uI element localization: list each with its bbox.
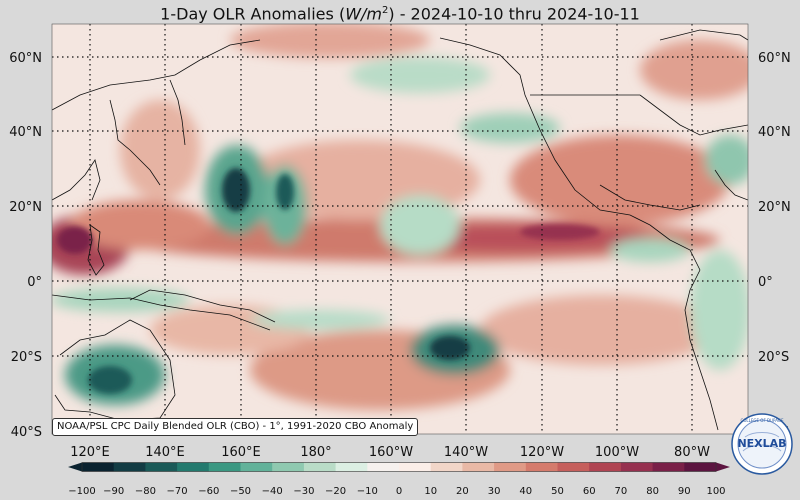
colorbar-tick-label: −10 [357,486,378,497]
lon-label: 100°W [595,445,639,460]
colorbar-swatch [335,462,368,472]
nexlab-logo: NEXLAB COLLEGE OF DUPAGE [731,413,793,475]
colorbar-swatch [177,462,210,472]
colorbar-tick-label: −70 [167,486,188,497]
colorbar-swatch [557,462,590,472]
latitude-labels-right: 60°N40°N20°N0°20°S40°S [758,51,791,440]
colorbar-tick-label: −90 [103,486,124,497]
colorbar-tick-label: 60 [583,486,596,497]
lat-label-right: 20°S [758,350,789,365]
longitude-labels: 120°E 140°E 160°E 180° 160°W 140°W 120°W 100°W 8… [70,445,710,460]
latitude-labels-left: 60°N 40°N 20°N 0° 20°S 40°S [9,51,42,440]
colorbar-swatch [113,462,146,472]
colorbar-tick-label: 70 [615,486,628,497]
colorbar-swatch [652,462,685,472]
colorbar-swatch [399,462,432,472]
colorbar-tick-label: 100 [706,486,725,497]
graticule [52,24,748,434]
colorbar-tick-label: 0 [396,486,402,497]
colorbar-max-arrow [716,462,730,472]
lat-label-left: 20°N [9,200,42,215]
colorbar-swatch [82,462,115,472]
lat-label-right: 0° [758,275,773,290]
lat-label-left: 60°N [9,51,42,66]
logo-wordmark: NEXLAB [737,437,786,450]
logo-arc-text: COLLEGE OF DUPAGE [740,418,783,423]
colorbar-tick-label: 10 [424,486,437,497]
lon-label: 160°W [369,445,413,460]
colorbar-swatch [145,462,178,472]
colorbar-tick-label: 20 [456,486,469,497]
colorbar-swatch [240,462,273,472]
colorbar-swatch [208,462,241,472]
colorbar-swatch [367,462,400,472]
colorbar-swatch [494,462,527,472]
colorbar-min-arrow [68,462,82,472]
colorbar-tick-label: 40 [519,486,532,497]
colorbar-swatch [525,462,558,472]
lat-label-left: 40°S [11,425,42,440]
map-title: 1-Day OLR Anomalies (W/m2) - 2024-10-10 … [160,4,640,24]
colorbar-swatch [620,462,654,472]
lat-label-left: 0° [27,275,42,290]
colorbar-swatch [684,462,717,472]
colorbar-tick-label: 30 [488,486,501,497]
colorbar-tick-label: −50 [230,486,251,497]
colorbar-swatch [589,462,622,472]
lat-label-left: 20°S [11,350,42,365]
colorbar-tick-label: 80 [646,486,659,497]
lon-label: 140°W [444,445,488,460]
colorbar-tick-label: 90 [678,486,691,497]
colorbar [68,462,730,472]
colorbar-tick-label: −60 [198,486,219,497]
colorbar-swatch [430,462,463,472]
colorbar-swatch [303,462,337,472]
lat-label-right: 20°N [758,200,791,215]
colorbar-tick-label: −40 [262,486,283,497]
colorbar-swatch [462,462,495,472]
colorbar-tick-label: −100 [68,486,95,497]
colorbar-tick-label: −20 [325,486,346,497]
colorbar-tick-label: −80 [135,486,156,497]
lon-label: 80°W [674,445,710,460]
lat-label-right: 40°N [758,125,791,140]
lon-label: 160°E [221,445,261,460]
colorbar-outline [81,462,717,472]
lat-label-left: 40°N [9,125,42,140]
colorbar-swatch [272,462,305,472]
lon-label: 120°W [520,445,564,460]
lon-label: 140°E [145,445,185,460]
lon-label: 180° [300,445,331,460]
lon-label: 120°E [70,445,110,460]
lat-label-right: 60°N [758,51,791,66]
olr-anomaly-field [52,24,748,434]
colorbar-tick-label: 50 [551,486,564,497]
coastlines [52,29,748,431]
data-source-credit: NOAA/PSL CPC Daily Blended OLR (CBO) - 1… [52,418,419,436]
colorbar-tick-labels: −100 −90 −80 −70 −60 −50 −40 −30 −20 −10 0 10 20 30 40… [68,486,725,497]
colorbar-tick-label: −30 [293,486,314,497]
